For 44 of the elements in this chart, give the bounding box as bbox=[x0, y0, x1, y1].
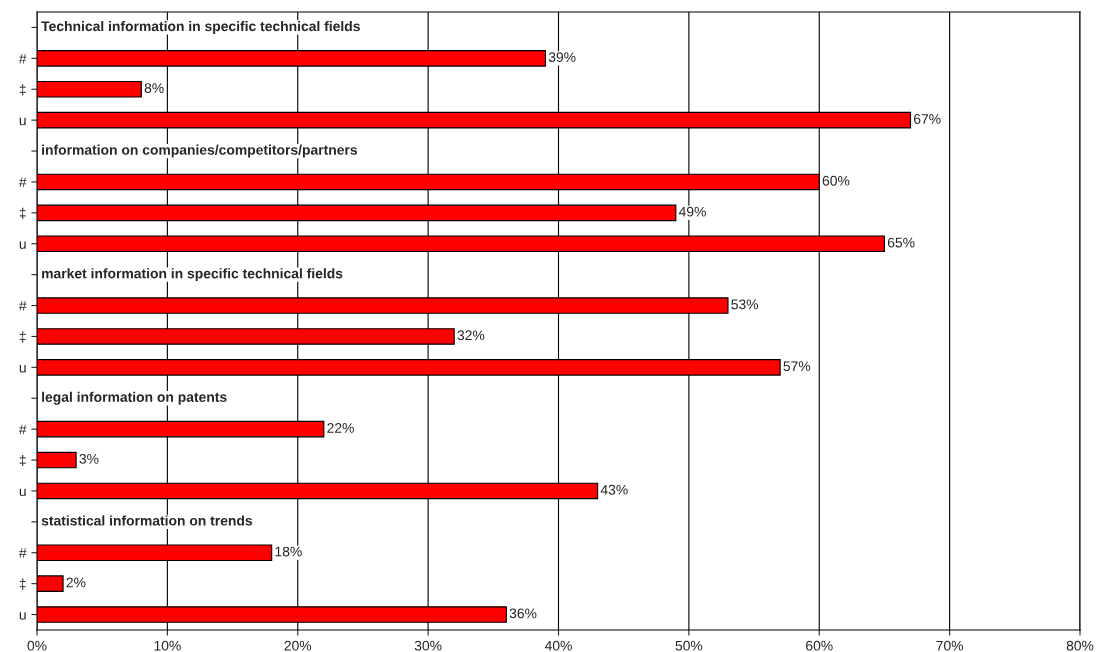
data-label: 32% bbox=[457, 330, 485, 341]
y-tick-label: # bbox=[18, 177, 27, 187]
y-tick-label: u bbox=[19, 241, 26, 249]
x-tick-label: 20% bbox=[284, 640, 312, 651]
y-tick-label: u bbox=[19, 612, 26, 620]
y-tick-label: u bbox=[19, 117, 26, 126]
annotation: statistical information on trends bbox=[41, 515, 253, 526]
x-tick-label: 30% bbox=[414, 640, 442, 651]
data-label: 57% bbox=[783, 361, 811, 372]
x-tick-label: 40% bbox=[544, 640, 572, 651]
data-label: 36% bbox=[509, 608, 537, 619]
annotation: Technical information in specific technical fields bbox=[41, 20, 360, 34]
data-label: 53% bbox=[731, 299, 759, 310]
data-label: 67% bbox=[914, 114, 941, 124]
data-label: 22% bbox=[327, 423, 354, 433]
annotation: market information in specific technical fields bbox=[42, 268, 343, 282]
data-label: 18% bbox=[275, 546, 302, 557]
y-tick-label: ‡ bbox=[19, 331, 26, 343]
x-tick-label: 50% bbox=[675, 640, 703, 651]
data-label: 39% bbox=[548, 52, 576, 63]
x-tick-label: 10% bbox=[154, 640, 181, 651]
y-tick-label: ‡ bbox=[19, 84, 26, 96]
x-tick-label: 80% bbox=[1066, 640, 1094, 651]
data-label: 60% bbox=[822, 175, 850, 186]
y-tick-label: u bbox=[19, 488, 26, 497]
y-tick-label: # bbox=[18, 424, 27, 435]
data-label: 3% bbox=[79, 453, 99, 464]
x-tick-label: 60% bbox=[806, 640, 833, 651]
y-tick-label: # bbox=[18, 548, 27, 558]
x-tick-label: 70% bbox=[936, 640, 964, 651]
x-tick-label: 0% bbox=[27, 640, 47, 651]
y-tick-label: ‡ bbox=[19, 578, 26, 590]
data-label: 8% bbox=[144, 83, 164, 93]
y-tick-label: # bbox=[18, 53, 27, 64]
y-tick-label: u bbox=[19, 365, 26, 373]
y-tick-label: ‡ bbox=[19, 455, 26, 467]
y-tick-label: ‡ bbox=[19, 207, 26, 219]
data-label: 49% bbox=[678, 206, 706, 217]
annotation: information on companies/competitors/partners bbox=[42, 144, 358, 158]
data-label: 43% bbox=[600, 484, 628, 495]
y-tick-label: # bbox=[18, 301, 27, 311]
data-label: 2% bbox=[66, 577, 86, 588]
annotation: legal information on patents bbox=[42, 391, 227, 405]
data-label: 65% bbox=[887, 237, 915, 248]
